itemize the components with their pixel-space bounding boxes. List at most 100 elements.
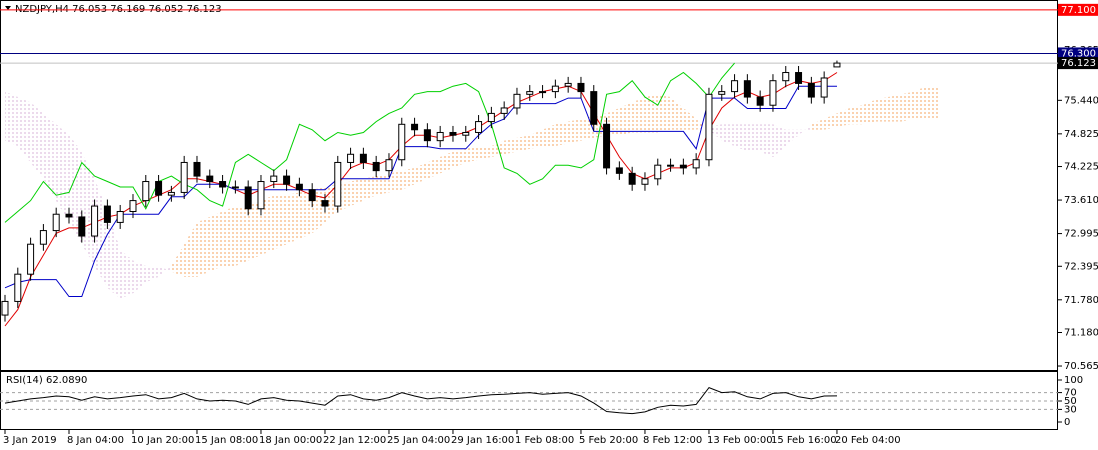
candle-body [308,189,316,202]
x-tick-label: 15 Jan 08:00 [195,435,258,446]
y-tick-label: 74.825 [1064,129,1098,140]
cloud-segment [913,86,927,119]
candle-body [603,123,611,169]
candle-body [244,186,252,210]
y-tick-label: 71.180 [1064,328,1098,339]
y-tick-label: 73.610 [1064,195,1098,206]
cloud-segment [683,107,697,130]
cloud-segment [363,176,377,201]
candle-body [513,93,521,109]
cloud-segment [184,222,197,277]
cloud-segment [900,91,914,122]
candle-body [257,181,265,210]
cloud-segment [132,260,146,294]
candle-body [27,243,35,275]
candle-body [321,200,329,207]
cloud-segment [43,113,57,201]
candle-body [718,91,726,95]
x-tick-label: 10 Jan 20:00 [131,435,194,446]
x-tick-label: 20 Feb 04:00 [835,435,901,446]
cloud-segment [452,148,466,168]
cloud-segment [619,102,633,136]
x-tick-label: 1 Feb 08:00 [515,435,574,446]
cloud-segment [440,151,453,174]
cloud-segment [388,170,402,193]
cloud-segment [644,94,658,133]
cloud-segment [734,124,748,152]
cloud-segment [836,107,850,128]
candle-body [142,181,150,202]
cloud-segment [696,118,709,130]
candle-body [500,107,508,114]
cloud-segment [414,162,428,185]
x-tick-label: 15 Feb 16:00 [771,435,837,446]
cloud-segment [248,200,261,261]
cloud-segment [491,140,505,158]
candle-body [782,72,790,82]
candle-body [219,181,227,188]
candle-body [487,112,495,123]
cloud-segment [107,211,121,299]
x-tick-label: 29 Jan 16:00 [451,435,514,446]
cloud-segment [926,86,940,119]
candle-body [359,153,367,163]
candle-body [91,205,99,237]
cloud-segment [401,167,415,190]
x-tick-label: 5 Feb 20:00 [579,435,638,446]
x-tick-label: 13 Feb 00:00 [707,435,773,446]
cloud-segment [235,206,249,267]
candle-body [423,129,431,142]
candle-body [833,62,841,68]
y-tick-label: 70.565 [1064,361,1098,372]
cloud-segment [171,244,185,277]
candle-body [475,121,483,133]
cloud-segment [299,189,313,239]
cloud-segment [81,151,95,267]
candle-body [283,175,291,185]
cloud-segment [145,266,159,283]
x-tick-label: 25 Jan 04:00 [387,435,450,446]
cloud-segment [260,195,274,256]
cloud-segment [504,137,517,155]
x-tick-label: 8 Jan 04:00 [67,435,124,446]
cloud-segment [196,216,210,277]
cloud-segment [555,121,569,147]
candle-body [411,123,419,131]
cloud-segment [4,91,18,147]
candle-body [436,131,444,142]
rsi-title: RSI(14) 62.0890 [6,375,87,386]
candle-body [539,91,547,94]
candle-body [65,213,73,218]
indicator-line [4,85,837,297]
candle-body [449,131,457,136]
y-tick-label: 74.225 [1064,162,1098,173]
candle-body [334,161,342,207]
level-label-box [1058,57,1098,70]
candle-body [155,181,163,196]
candle-body [193,161,201,177]
candle-body [731,80,739,93]
y-tick-label: 75.440 [1064,95,1098,106]
candle-body [564,82,572,87]
candle-body [270,175,278,183]
level-label: 76.123 [1061,58,1096,69]
cloud-segment [56,124,69,223]
cloud-segment [888,94,901,122]
cloud-segment [542,124,556,147]
candle-body [667,164,675,167]
indicator-line [4,62,735,223]
cloud-segment [158,266,172,277]
candle-body [52,213,60,232]
cloud-segment [875,97,889,122]
cloud-segment [632,97,645,133]
cloud-segment [862,99,876,125]
candle-body [756,96,764,106]
candle-body [769,80,777,106]
cloud-segment [350,178,364,207]
indicator-line [4,72,838,327]
cloud-segment [772,124,786,158]
candle-body [129,200,137,213]
candle-body [551,85,559,93]
cloud-segment [222,206,236,267]
